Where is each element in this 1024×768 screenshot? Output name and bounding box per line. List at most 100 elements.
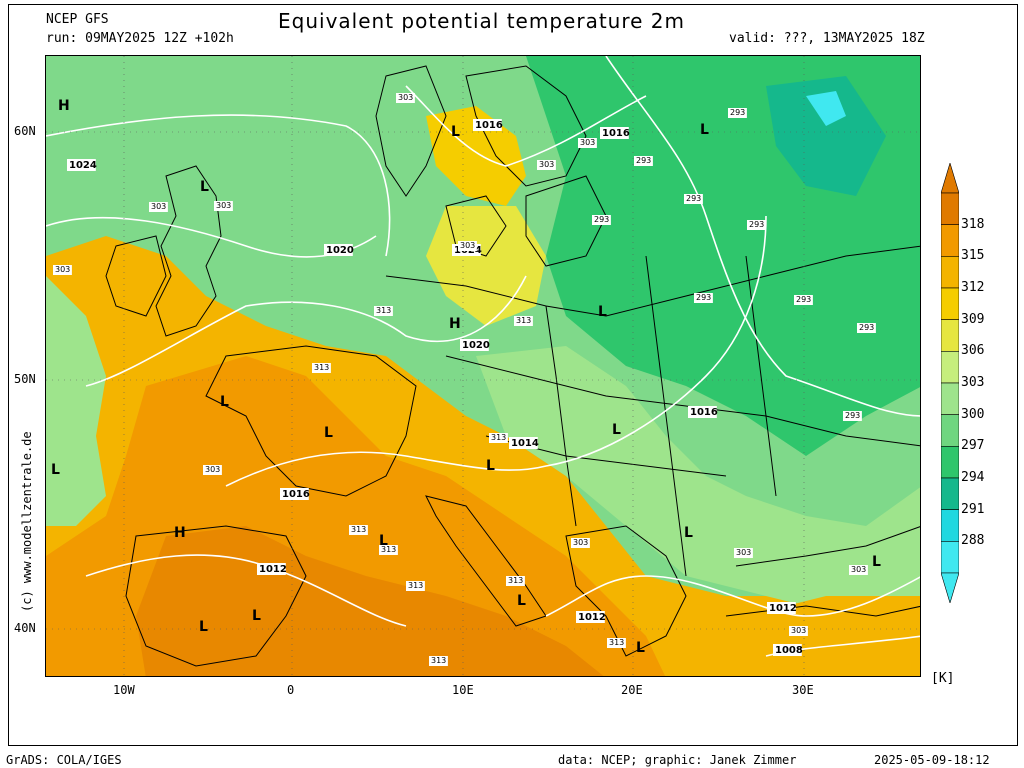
theta-label-bg	[53, 265, 72, 275]
low-pressure-center: L	[486, 458, 495, 474]
colorbar-bottom-arrow	[941, 572, 959, 603]
colorbar-level-label: 312	[961, 280, 985, 295]
low-pressure-center: L	[51, 462, 60, 478]
pressure-label: 1016	[602, 128, 630, 139]
figure-frame	[8, 4, 1018, 746]
italy-coast	[425, 495, 547, 627]
theta-label-bg	[458, 241, 477, 251]
theta-label-bg	[789, 626, 808, 636]
footer-software: GrADS: COLA/IGES	[6, 753, 122, 767]
theta-label: 313	[609, 638, 624, 647]
theta-label-bg	[571, 538, 590, 548]
theta-label: 303	[580, 138, 595, 147]
isobar-1012-east	[545, 575, 920, 617]
pressure-label-bg	[324, 244, 353, 256]
colorbar-segment	[941, 287, 959, 320]
theta-label-bg	[634, 156, 653, 166]
theta-label-bg	[203, 465, 222, 475]
colorbar-top-arrow	[941, 163, 959, 194]
valid-time: valid: ???, 13MAY2025 18Z	[729, 31, 925, 46]
colorbar	[941, 163, 959, 603]
theta-label-bg	[794, 295, 813, 305]
theta-label-bg	[607, 638, 626, 648]
theta-label-bg	[506, 576, 525, 586]
pressure-label: 1012	[769, 603, 797, 614]
theta-label-bg	[349, 525, 368, 535]
country-border-1	[385, 245, 920, 317]
theta-label: 303	[573, 538, 588, 547]
colorbar-level-label: 291	[961, 501, 985, 517]
low-pressure-center: L	[252, 608, 261, 624]
colorbar-segment	[941, 256, 959, 289]
colorbar-segment	[941, 477, 959, 510]
pressure-label-bg	[688, 406, 717, 418]
colorbar-unit: [K]	[931, 671, 955, 686]
denmark-coast	[445, 195, 507, 257]
pressure-label-bg	[257, 563, 286, 575]
footer-credit: data: NCEP; graphic: Janek Zimmer	[558, 753, 797, 767]
low-pressure-center: L	[598, 304, 607, 320]
isobar-1016-central	[225, 215, 767, 487]
theta-label-bg	[578, 138, 597, 148]
theta-label-bg	[312, 363, 331, 373]
theta-label: 313	[491, 433, 506, 442]
colorbar-segment	[941, 414, 959, 447]
theta-label-bg	[684, 194, 703, 204]
theta-label: 293	[859, 323, 874, 332]
theta-label: 313	[314, 363, 329, 372]
ireland-coast	[105, 235, 167, 317]
pressure-label: 1016	[690, 407, 718, 418]
theta-label: 303	[398, 93, 413, 102]
lat-label-40n: 40N	[14, 621, 36, 635]
theta-label: 303	[216, 201, 231, 210]
baltic-region	[426, 206, 546, 326]
theta-label: 293	[696, 293, 711, 302]
pressure-label-bg	[460, 339, 489, 351]
baltic-coast	[525, 175, 607, 267]
pressure-label-bg	[773, 644, 802, 656]
map-canvas: 1024102010241016101610201016101410161012…	[46, 56, 920, 676]
theta-label: 293	[845, 411, 860, 420]
chart-title: Equivalent potential temperature 2m	[278, 9, 685, 33]
theta-label: 303	[791, 626, 806, 635]
theta-label-bg	[734, 548, 753, 558]
isobar-east	[605, 56, 920, 417]
theta-label: 303	[460, 241, 475, 250]
isobar-1016-north	[405, 85, 647, 167]
theta-label-bg	[396, 93, 415, 103]
pressure-label: 1024	[69, 160, 97, 171]
theta-label: 293	[749, 220, 764, 229]
low-pressure-center: L	[684, 525, 693, 541]
france-border	[205, 345, 417, 497]
model-name: NCEP GFS	[46, 12, 109, 27]
pressure-label-bg	[576, 611, 605, 623]
low-pressure-center: L	[200, 179, 209, 195]
colorbar-segment	[941, 541, 959, 574]
theta-label: 313	[508, 576, 523, 585]
theta-label: 313	[408, 581, 423, 590]
colorbar-level-label: 315	[961, 248, 985, 264]
colorbar-level-label: 318	[961, 216, 985, 232]
colorbar-level-label: 288	[961, 533, 985, 549]
isobar-1024-a	[46, 114, 391, 257]
pressure-label: 1020	[326, 245, 354, 256]
low-pressure-center: L	[700, 122, 709, 138]
theta-label-bg	[728, 108, 747, 118]
theta-label-bg	[514, 316, 533, 326]
isobar-1020	[85, 275, 527, 387]
theta-label: 313	[431, 656, 446, 665]
britain-coast	[155, 165, 222, 337]
theta-label-bg	[429, 656, 448, 666]
theta-label-bg	[857, 323, 876, 333]
low-pressure-center: L	[612, 422, 621, 438]
very-cold-region	[766, 76, 886, 196]
pressure-label-bg	[473, 119, 502, 131]
lon-label-0: 0	[287, 683, 295, 697]
atlantic-cool-region	[46, 276, 106, 526]
low-pressure-center: L	[199, 619, 208, 635]
colorbar-level-label: 300	[961, 406, 985, 422]
low-pressure-center: L	[451, 124, 460, 140]
footer-timestamp: 2025-05-09-18:12	[874, 753, 990, 767]
theta-label-bg	[694, 293, 713, 303]
colorbar-level-label: 309	[961, 311, 985, 327]
